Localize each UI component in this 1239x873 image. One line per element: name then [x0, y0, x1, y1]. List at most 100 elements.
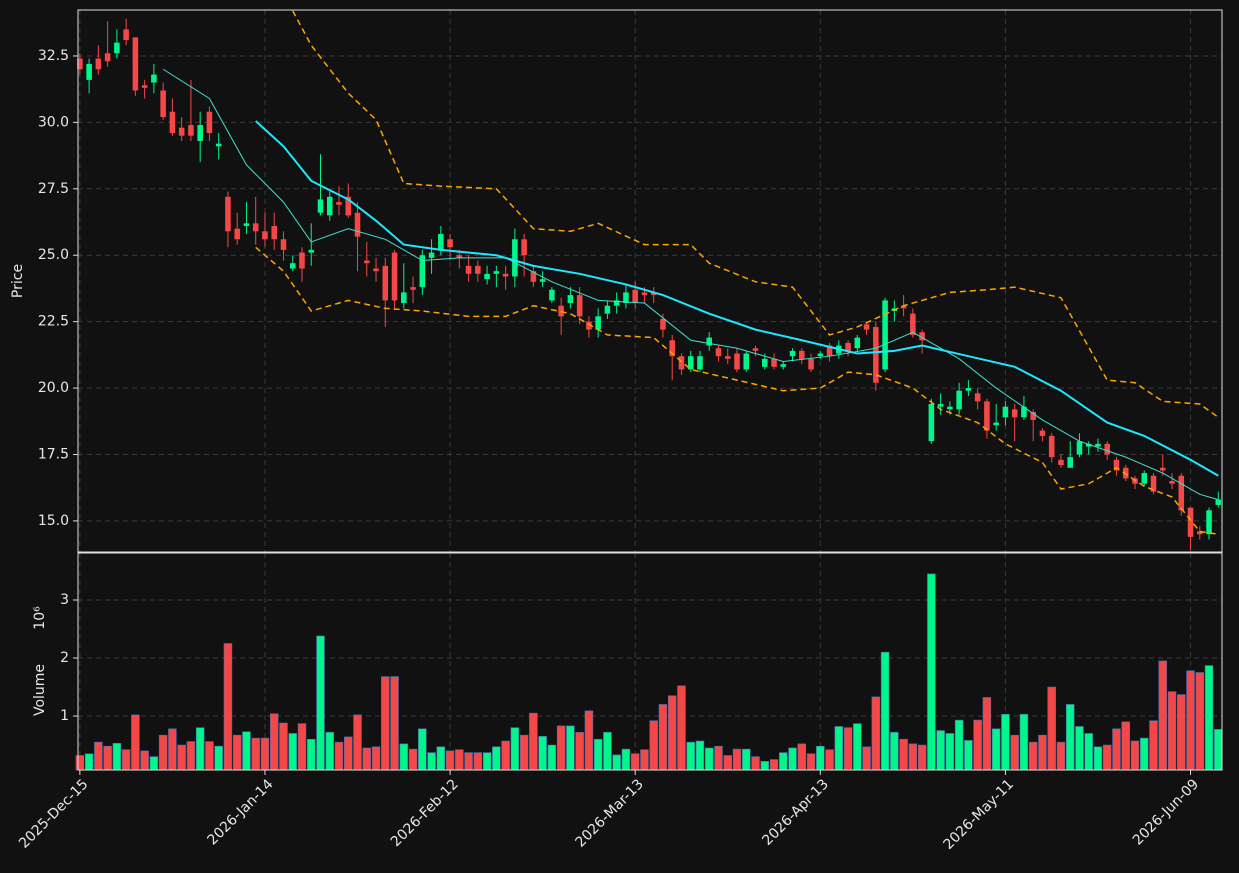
candle-body — [493, 271, 500, 274]
candle-body — [1067, 457, 1073, 468]
candle-body — [336, 202, 342, 205]
volume-axis-label: Volume — [32, 664, 48, 716]
candle-body — [1206, 510, 1212, 535]
volume-bar — [381, 676, 390, 771]
candle-body — [761, 358, 768, 367]
candle-body — [928, 404, 935, 442]
volume-bar — [927, 573, 936, 771]
y-tick-label: 25.0 — [38, 247, 69, 263]
volume-bar — [630, 753, 640, 771]
volume-bar — [732, 748, 742, 771]
volume-bar — [427, 752, 436, 771]
candle-body — [613, 300, 620, 306]
candle-body — [512, 239, 518, 277]
candle-body — [993, 422, 999, 426]
candle-body — [382, 265, 389, 301]
candle-body — [724, 356, 731, 359]
candle-body — [576, 295, 583, 317]
candle-body — [826, 345, 833, 357]
volume-bar — [964, 740, 973, 771]
candle-body — [595, 316, 601, 330]
candle-body — [95, 58, 102, 70]
volume-bar — [705, 747, 714, 771]
volume-bar — [1130, 740, 1140, 771]
y-tick-label: 15.0 — [38, 513, 69, 529]
volume-bar — [473, 752, 483, 771]
volume-bar — [307, 738, 316, 771]
volume-bar — [84, 753, 94, 771]
candle-body — [438, 233, 444, 250]
volume-bar — [344, 736, 353, 771]
candle-body — [1178, 475, 1185, 511]
volume-bar — [529, 712, 538, 771]
volume-bar — [825, 749, 834, 771]
candle-body — [1030, 411, 1036, 420]
volume-bar — [1214, 729, 1223, 771]
volume-bar — [1093, 746, 1103, 771]
candle-body — [984, 401, 990, 431]
overlay-line — [292, 10, 1219, 418]
candle-body — [160, 90, 166, 118]
volume-bar — [1149, 720, 1158, 771]
candle-body — [1113, 459, 1120, 471]
candle-body — [539, 279, 546, 282]
volume-bar — [853, 723, 862, 771]
volume-bar — [371, 746, 381, 771]
candle-body — [687, 356, 694, 370]
volume-bar — [168, 728, 177, 771]
candle-body — [900, 305, 907, 309]
candle-body — [104, 53, 111, 62]
volume-bar — [667, 695, 677, 771]
candle-body — [299, 252, 305, 269]
candle-body — [549, 289, 555, 301]
candle-body — [364, 260, 370, 264]
volume-bar — [973, 719, 982, 771]
volume-bar — [908, 743, 918, 771]
volume-bar — [1065, 704, 1075, 771]
volume-bar — [260, 737, 270, 771]
volume-frame — [77, 552, 1223, 771]
volume-bar — [769, 759, 779, 771]
volume-bar — [214, 745, 223, 771]
candle-body — [354, 212, 361, 237]
candle-body — [114, 42, 120, 54]
volume-bar — [1084, 733, 1093, 771]
candle-body — [419, 255, 426, 288]
volume-bar — [806, 753, 816, 771]
volume-bar — [751, 756, 760, 771]
volume-bar — [1112, 728, 1121, 771]
candle-body — [919, 332, 925, 341]
candle-body — [206, 111, 213, 134]
volume-bar — [788, 747, 797, 771]
candle-body — [530, 271, 537, 282]
candle-body — [1039, 430, 1046, 436]
volume-bar — [603, 731, 612, 771]
volume-bar — [112, 743, 122, 771]
volume-bar — [575, 731, 584, 771]
candle-body — [586, 321, 592, 330]
volume-bar — [464, 752, 473, 771]
candle-body — [974, 393, 981, 402]
candle-body — [660, 318, 666, 330]
candle-body — [197, 125, 203, 141]
volume-bar — [779, 752, 788, 771]
volume-bar — [1047, 686, 1056, 771]
candle-body — [845, 342, 851, 351]
volume-bar — [584, 710, 594, 771]
volume-bar — [1121, 721, 1130, 771]
candle-body — [678, 356, 685, 370]
candle-body — [1002, 406, 1009, 418]
volume-bar — [640, 749, 649, 771]
volume-bar — [436, 746, 446, 771]
volume-bar — [880, 651, 890, 771]
candle-body — [1011, 409, 1018, 418]
candle-body — [178, 127, 185, 136]
candle-body — [188, 125, 194, 136]
volume-bar — [492, 746, 501, 771]
volume-bar — [362, 747, 372, 771]
volume-bar — [1186, 670, 1195, 771]
candle-body — [456, 255, 463, 258]
volume-bar — [649, 720, 658, 771]
volume-bar — [418, 728, 427, 771]
